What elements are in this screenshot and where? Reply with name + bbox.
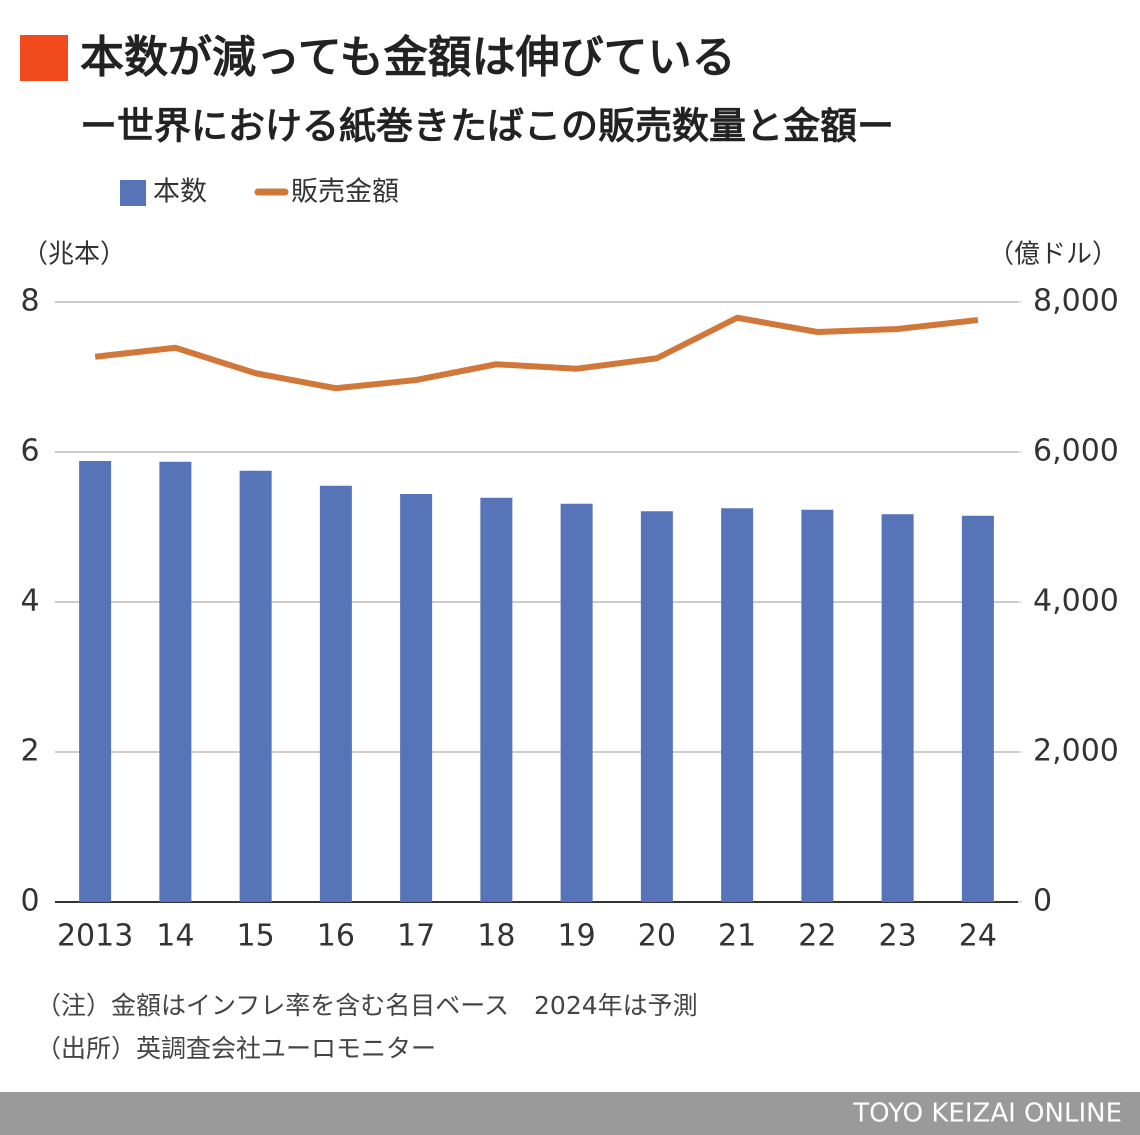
y-axis-label: （兆本） [22,240,126,270]
title-marker [20,35,68,81]
y-tick-label: 4 [20,584,39,619]
x-tick-label: 17 [397,919,435,954]
y-tick-label: 6 [20,434,39,469]
legend-label: 販売金額 [291,177,399,208]
footer: TOYO KEIZAI ONLINE [852,1099,1122,1129]
y-tick-label: 0 [20,884,39,919]
x-tick-label: 20 [638,919,676,954]
bar [239,470,272,902]
line [94,314,979,392]
x-tick-label: 23 [879,919,917,954]
bar [400,494,433,902]
bar [319,485,352,902]
bar [640,511,673,902]
legend-label: 本数 [153,177,207,208]
x-tick-label: 16 [317,919,355,954]
y2-tick-label: 0 [1033,884,1052,919]
x-tick-label: 2013 [57,919,133,954]
y2-tick-label: 2,000 [1033,734,1119,769]
x-tick-label: 15 [237,919,275,954]
y2-tick-label: 8,000 [1033,284,1119,319]
x-tick-label: 24 [959,919,997,954]
bar [801,509,834,902]
y-tick-label: 8 [20,284,39,319]
y2-tick-label: 6,000 [1033,434,1119,469]
bar [721,508,754,902]
x-tick-label: 19 [558,919,596,954]
bar [79,461,112,902]
chart-title: 本数が減っても金額は伸びている [80,32,736,83]
x-tick-label: 18 [477,919,515,954]
y2-axis-label: （億ドル） [988,240,1118,270]
bar [881,514,914,902]
y2-tick-label: 4,000 [1033,584,1119,619]
note: （出所）英調査会社ユーロモニター [36,1034,436,1063]
legend-swatch [120,180,146,206]
chart-subtitle: ー世界における紙巻きたばこの販売数量と金額ー [80,105,894,148]
bar [560,503,593,902]
x-tick-label: 21 [718,919,756,954]
bar [480,497,513,902]
x-tick-label: 22 [798,919,836,954]
footer-bar [0,1092,1140,1135]
note: （注）金額はインフレ率を含む名目ベース 2024年は予測 [36,991,698,1020]
bar [159,461,192,902]
bar [961,515,994,902]
x-tick-label: 14 [156,919,194,954]
y-tick-label: 2 [20,734,39,769]
